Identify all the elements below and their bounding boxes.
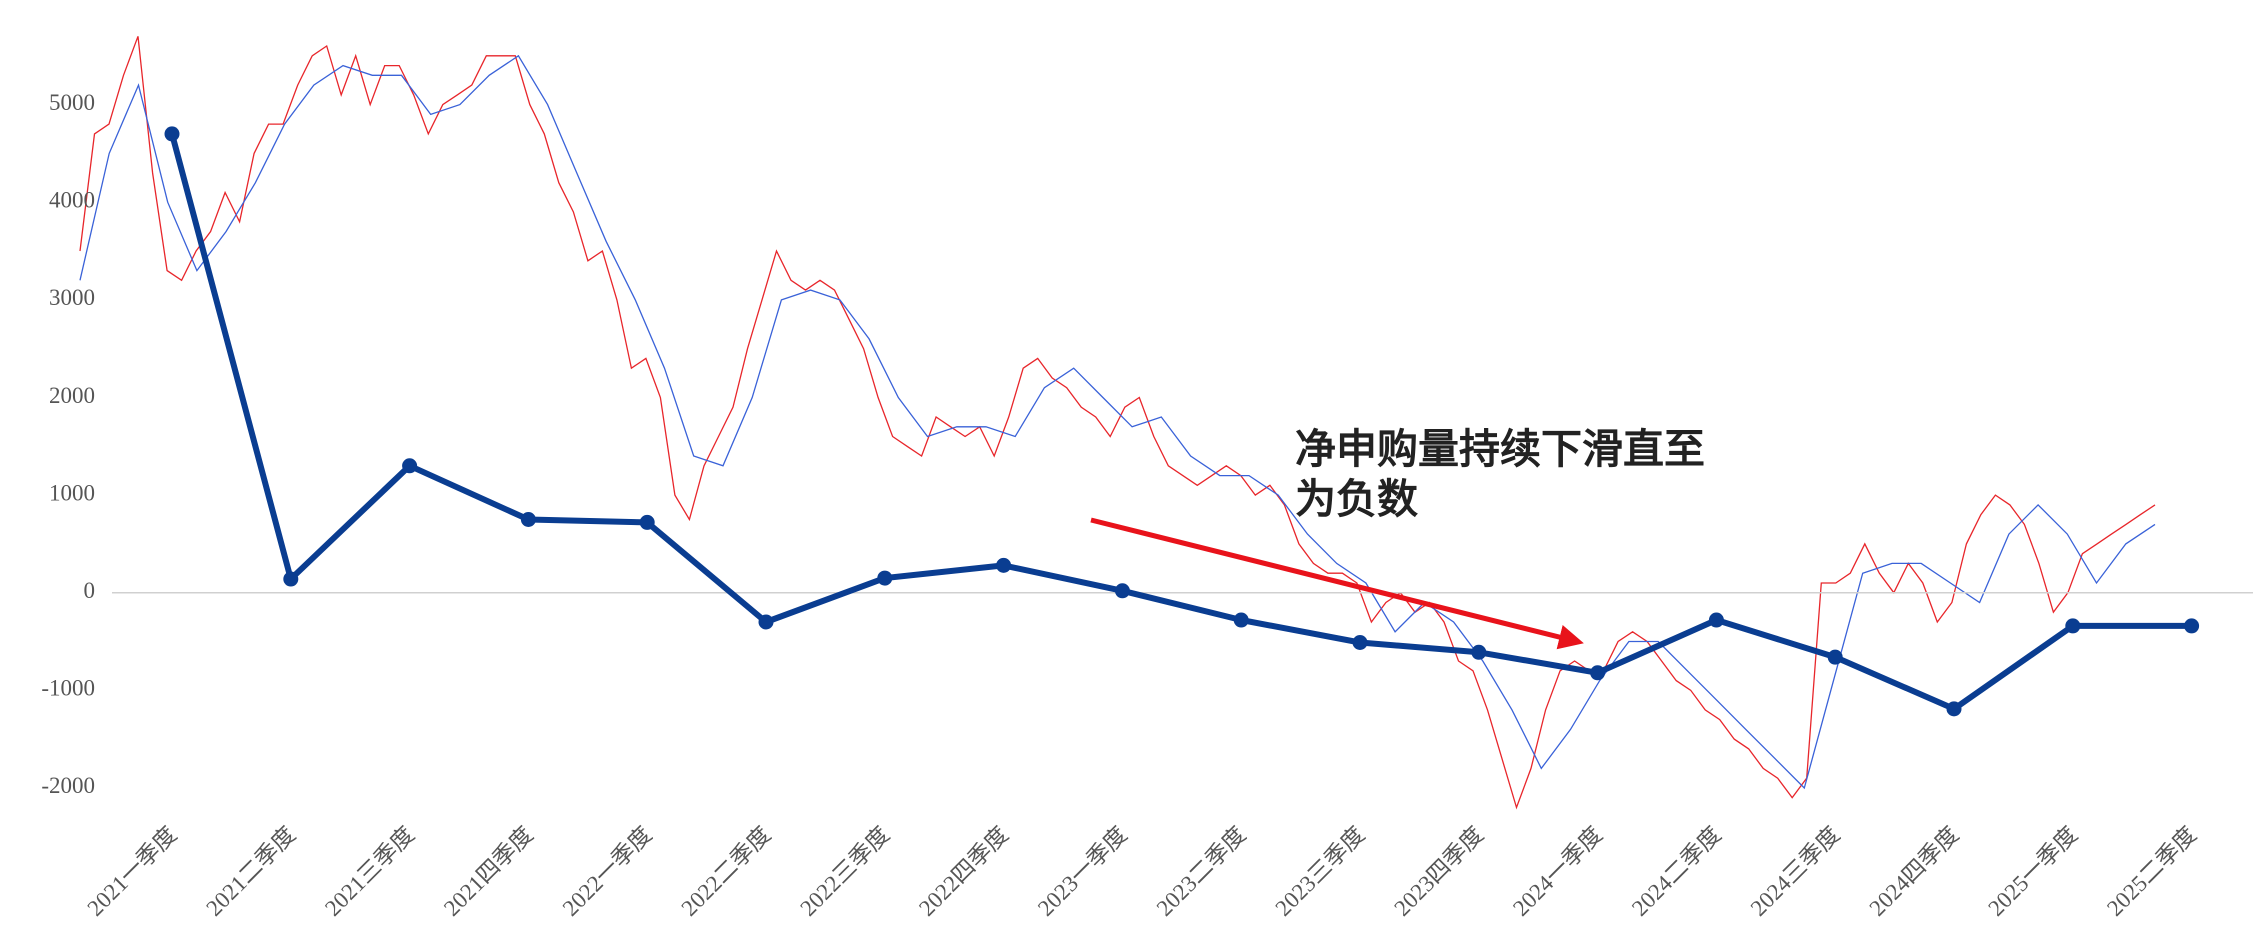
point [1590,665,1606,681]
point [402,458,418,474]
point [2184,618,2200,634]
point [520,512,536,527]
x-tick-label: 2024一季度 [1508,822,1607,921]
x-tick-label: 2021一季度 [83,822,182,921]
y-tick-label: 0 [84,578,96,603]
y-tick-label: 5000 [49,90,95,115]
point [758,614,774,630]
overlay-layer [79,36,2156,810]
x-tick-label: 2024二季度 [1627,822,1726,921]
x-tick-label: 2024四季度 [1865,822,1964,921]
x-tick-label: 2021三季度 [320,822,419,921]
x-tick-label: 2022二季度 [677,822,776,921]
x-tick-label: 2024三季度 [1746,822,1845,921]
y-tick-label: 2000 [49,383,95,408]
series-line [169,133,2192,712]
x-tick-label: 2023四季度 [1389,822,1488,921]
x-tick-label: 2021二季度 [201,822,300,921]
point [1352,635,1368,650]
point [2065,618,2081,634]
annotation-text: 净申购量持续下滑直至 [1295,426,1705,472]
main-layer [164,126,2200,717]
point [1114,583,1130,599]
point [996,557,1012,573]
point [164,126,180,142]
point [1708,612,1724,628]
y-tick-label: 3000 [49,285,95,310]
annotation-text: 为负数 [1295,476,1418,522]
point [639,514,655,530]
x-tick-label: 2023二季度 [1152,822,1251,921]
overlay-line [79,36,2156,810]
point [1471,644,1487,660]
y-tick-label: -2000 [41,773,95,798]
x-tick-label: 2022四季度 [914,822,1013,921]
x-tick-label: 2023三季度 [1271,822,1370,921]
x-tick-label: 2025一季度 [1983,822,2082,921]
x-tick-label: 2022三季度 [795,822,894,921]
y-tick-label: 1000 [49,480,95,505]
x-tick-label: 2022一季度 [558,822,657,921]
overlay-line [79,54,2156,790]
x-tick-label: 2025二季度 [2102,822,2201,921]
point [1946,701,1962,717]
point [283,571,299,587]
annotation-arrow [1090,517,1584,650]
x-tick-label: 2023一季度 [1033,822,1132,921]
point [877,570,893,586]
y-tick-label: -1000 [41,676,95,701]
y-tick-label: 4000 [49,188,95,213]
point [1827,649,1843,665]
x-tick-label: 2021四季度 [439,822,538,921]
point [1233,612,1249,628]
